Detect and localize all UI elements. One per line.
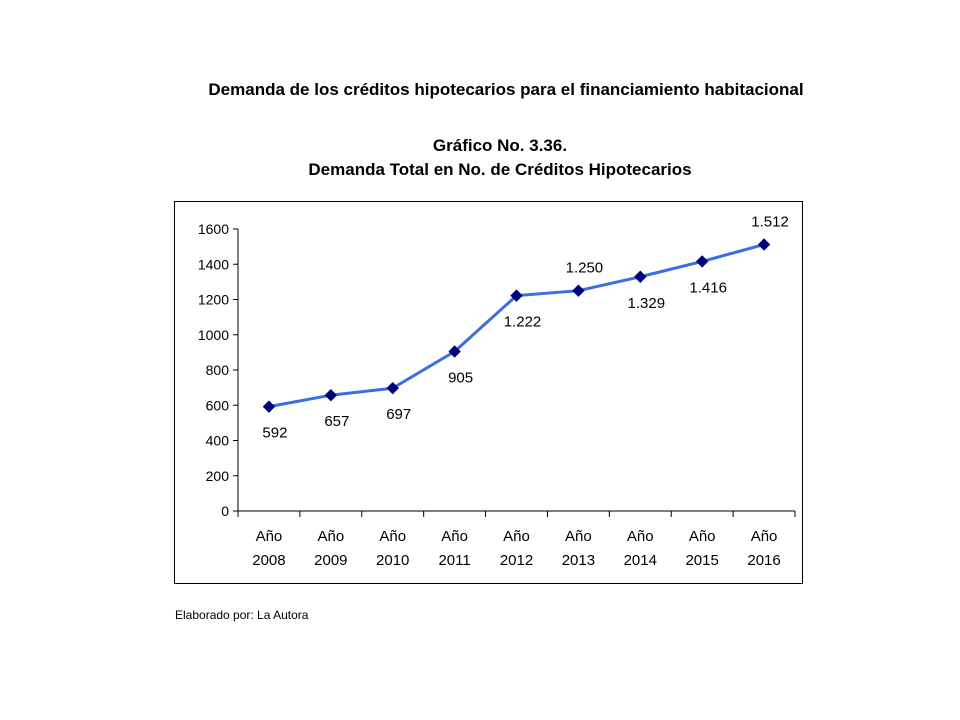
- x-tick-label: Año: [689, 528, 716, 545]
- y-tick-label: 200: [206, 468, 230, 484]
- data-point-marker: [510, 289, 523, 302]
- x-tick-label: 2013: [562, 552, 595, 569]
- data-point-marker: [324, 388, 338, 402]
- x-tick-label: Año: [565, 528, 592, 545]
- data-point-marker: [448, 345, 461, 358]
- data-point-marker: [572, 284, 585, 297]
- data-label: 1.512: [751, 214, 789, 231]
- data-label: 1.222: [504, 314, 542, 331]
- data-point-marker: [634, 270, 647, 283]
- chart-number: Gráfico No. 3.36.: [432, 136, 568, 155]
- data-label: 1.416: [689, 279, 727, 296]
- x-tick-label: 2010: [376, 552, 409, 569]
- x-tick-label: Año: [256, 528, 283, 545]
- y-tick-label: 0: [221, 503, 229, 519]
- data-label: 592: [262, 425, 287, 442]
- chart-subtitle: Demanda Total en No. de Créditos Hipotec…: [308, 160, 692, 179]
- x-tick-label: Año: [441, 528, 468, 545]
- chart-frame: 0 200 400 600 800 1000 1200 1400 1600 Año 2008 Año 2…: [174, 201, 803, 584]
- data-point-marker: [757, 238, 771, 251]
- x-tick-label: Año: [751, 528, 778, 545]
- y-tick-label: 1600: [198, 221, 229, 237]
- data-label: 1.250: [566, 260, 604, 277]
- y-tick-label: 400: [206, 433, 230, 449]
- y-tick-label: 800: [206, 362, 230, 378]
- y-tick-label: 1200: [198, 292, 229, 308]
- x-tick-label: 2011: [438, 552, 470, 569]
- data-point-marker: [695, 255, 709, 268]
- y-tick-label: 1400: [198, 256, 229, 272]
- data-point-marker: [386, 381, 399, 395]
- x-tick-label: 2014: [624, 552, 657, 569]
- y-tick-label: 600: [206, 397, 230, 413]
- x-tick-label: 2016: [747, 552, 780, 569]
- x-tick-label: 2015: [685, 552, 718, 569]
- line-chart: 0 200 400 600 800 1000 1200 1400 1600 Año 2008 Año 2…: [198, 214, 796, 569]
- x-tick-label: 2012: [500, 552, 533, 569]
- x-tick-label: Año: [503, 528, 530, 545]
- y-tick-label: 1000: [198, 327, 229, 343]
- x-tick-label: 2009: [314, 552, 347, 569]
- x-tick-label: Año: [379, 528, 406, 545]
- x-tick-label: Año: [627, 528, 654, 545]
- data-label: 657: [324, 413, 349, 430]
- data-label: 905: [448, 369, 473, 386]
- credit-note: Elaborado por: La Autora: [175, 608, 309, 622]
- data-label: 1.329: [628, 295, 666, 312]
- x-tick-label: Año: [317, 528, 344, 545]
- data-point-marker: [262, 400, 276, 413]
- data-label: 697: [386, 406, 411, 423]
- x-tick-label: 2008: [252, 552, 285, 569]
- main-title: Demanda de los créditos hipotecarios par…: [208, 80, 804, 99]
